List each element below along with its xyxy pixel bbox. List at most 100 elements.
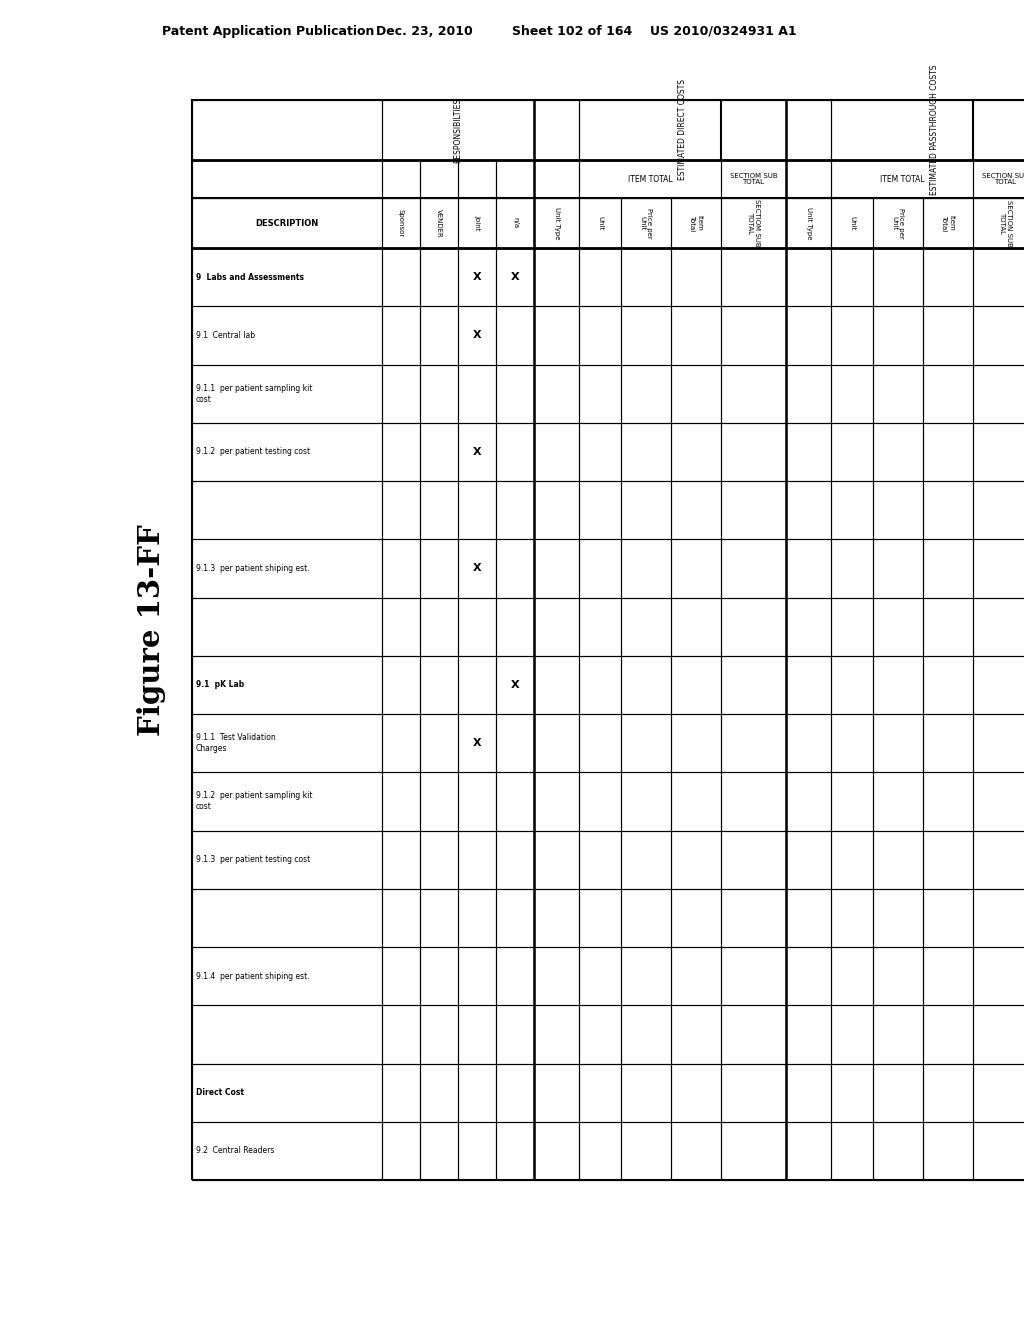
Bar — [923, 772, 973, 830]
Bar — [420, 1006, 458, 1064]
Bar — [973, 540, 1024, 598]
Bar — [831, 198, 873, 248]
Bar — [458, 306, 496, 364]
Bar — [721, 198, 786, 248]
Bar — [786, 656, 831, 714]
Text: X: X — [473, 738, 481, 748]
Bar — [534, 1122, 579, 1180]
Bar — [420, 888, 458, 946]
Bar — [786, 306, 831, 364]
Bar — [579, 248, 621, 306]
Bar — [420, 160, 458, 198]
Bar — [579, 772, 621, 830]
Bar — [193, 100, 382, 160]
Bar — [873, 772, 923, 830]
Bar — [831, 100, 1024, 160]
Bar — [420, 598, 458, 656]
Text: ESTIMATED PASSTHROUGH COSTS: ESTIMATED PASSTHROUGH COSTS — [930, 65, 939, 195]
Text: 9.1.2  per patient testing cost: 9.1.2 per patient testing cost — [196, 447, 310, 457]
Bar — [671, 1006, 721, 1064]
Bar — [534, 1064, 579, 1122]
Bar — [923, 198, 973, 248]
Bar — [382, 100, 534, 160]
Bar — [534, 100, 579, 160]
Bar — [534, 1006, 579, 1064]
Bar — [382, 540, 420, 598]
Bar — [458, 160, 496, 198]
Bar — [193, 422, 382, 480]
Bar — [496, 248, 534, 306]
Text: ESTIMATED DIRECT COSTS: ESTIMATED DIRECT COSTS — [678, 79, 687, 181]
Text: Figure 13-FF: Figure 13-FF — [137, 524, 167, 735]
Bar — [873, 946, 923, 1006]
Bar — [420, 1064, 458, 1122]
Bar — [382, 248, 420, 306]
Bar — [496, 1006, 534, 1064]
Bar — [721, 540, 786, 598]
Text: Item
Total: Item Total — [941, 215, 954, 231]
Bar — [973, 422, 1024, 480]
Bar — [579, 830, 621, 888]
Bar — [721, 160, 786, 198]
Bar — [873, 1064, 923, 1122]
Bar — [534, 248, 579, 306]
Bar — [382, 480, 420, 540]
Text: Sheet 102 of 164: Sheet 102 of 164 — [512, 25, 632, 38]
Bar — [193, 946, 382, 1006]
Bar — [193, 248, 382, 306]
Bar — [534, 422, 579, 480]
Bar — [831, 598, 873, 656]
Bar — [721, 946, 786, 1006]
Bar — [831, 160, 973, 198]
Bar — [671, 656, 721, 714]
Bar — [923, 714, 973, 772]
Bar — [579, 714, 621, 772]
Bar — [786, 100, 831, 160]
Bar — [786, 160, 831, 198]
Bar — [579, 364, 621, 422]
Bar — [973, 946, 1024, 1006]
Bar — [420, 946, 458, 1006]
Bar — [420, 306, 458, 364]
Bar — [786, 1006, 831, 1064]
Bar — [621, 1064, 671, 1122]
Bar — [923, 422, 973, 480]
Bar — [496, 198, 534, 248]
Bar — [534, 656, 579, 714]
Bar — [458, 1064, 496, 1122]
Bar — [382, 598, 420, 656]
Bar — [420, 714, 458, 772]
Bar — [671, 946, 721, 1006]
Bar — [621, 830, 671, 888]
Bar — [496, 422, 534, 480]
Bar — [193, 160, 382, 198]
Bar — [193, 830, 382, 888]
Bar — [923, 480, 973, 540]
Bar — [534, 480, 579, 540]
Bar — [671, 1064, 721, 1122]
Bar — [534, 888, 579, 946]
Bar — [831, 714, 873, 772]
Bar — [721, 1006, 786, 1064]
Bar — [671, 364, 721, 422]
Bar — [973, 772, 1024, 830]
Bar — [458, 772, 496, 830]
Bar — [382, 656, 420, 714]
Bar — [496, 830, 534, 888]
Text: 9.1.1  per patient sampling kit
cost: 9.1.1 per patient sampling kit cost — [196, 384, 312, 404]
Bar — [420, 248, 458, 306]
Bar — [973, 1122, 1024, 1180]
Bar — [721, 248, 786, 306]
Bar — [579, 540, 621, 598]
Bar — [420, 198, 458, 248]
Bar — [621, 422, 671, 480]
Text: Unit Type: Unit Type — [806, 207, 811, 239]
Text: 9.1.2  per patient sampling kit
cost: 9.1.2 per patient sampling kit cost — [196, 791, 312, 812]
Bar — [534, 160, 579, 198]
Bar — [973, 306, 1024, 364]
Text: X: X — [473, 447, 481, 457]
Bar — [671, 830, 721, 888]
Bar — [579, 656, 621, 714]
Bar — [496, 540, 534, 598]
Text: Unit: Unit — [597, 215, 603, 230]
